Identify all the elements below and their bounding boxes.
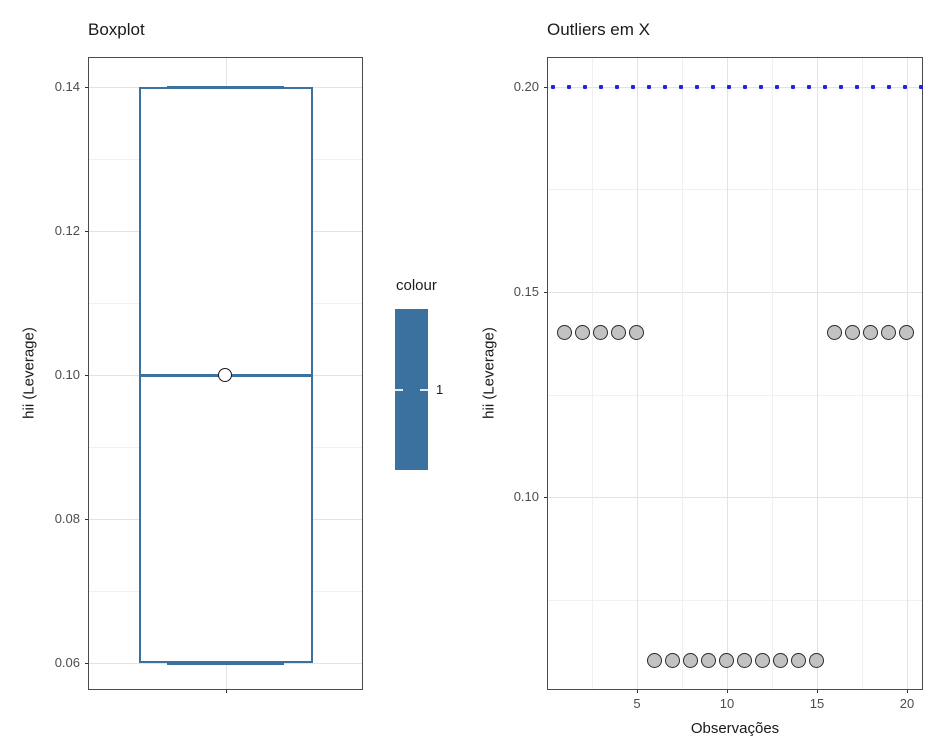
data-point bbox=[665, 653, 680, 668]
y-tick-mark bbox=[85, 519, 88, 520]
boxplot-title: Boxplot bbox=[88, 20, 145, 39]
cutoff-line-dot bbox=[743, 85, 747, 89]
data-point bbox=[647, 653, 662, 668]
data-point bbox=[881, 325, 896, 340]
cutoff-line-dot bbox=[695, 85, 699, 89]
x-minor-gridline bbox=[592, 58, 593, 689]
data-point bbox=[719, 653, 734, 668]
legend-tick-mark-right bbox=[420, 389, 428, 391]
y-minor-gridline bbox=[548, 189, 922, 190]
data-point bbox=[557, 325, 572, 340]
y-major-gridline bbox=[548, 87, 922, 88]
data-point bbox=[863, 325, 878, 340]
x-minor-gridline bbox=[682, 58, 683, 689]
data-point bbox=[755, 653, 770, 668]
y-tick-label: 0.12 bbox=[54, 223, 80, 238]
x-tick-mark bbox=[817, 690, 818, 693]
x-tick-label: 15 bbox=[809, 696, 825, 711]
x-major-gridline bbox=[637, 58, 638, 689]
data-point bbox=[791, 653, 806, 668]
cutoff-line-dot bbox=[903, 85, 907, 89]
cutoff-line-dot bbox=[823, 85, 827, 89]
y-tick-mark bbox=[85, 231, 88, 232]
legend-tick-label: 1 bbox=[436, 382, 444, 397]
scatter-x-axis-title: Observações bbox=[690, 720, 780, 737]
cutoff-line-dot bbox=[919, 85, 923, 89]
x-tick-mark bbox=[637, 690, 638, 693]
x-minor-gridline bbox=[862, 58, 863, 689]
data-point bbox=[737, 653, 752, 668]
x-tick-label: 5 bbox=[633, 696, 641, 711]
cutoff-line-dot bbox=[775, 85, 779, 89]
data-point bbox=[611, 325, 626, 340]
cutoff-line-dot bbox=[887, 85, 891, 89]
y-tick-mark bbox=[85, 375, 88, 376]
scatter-panel bbox=[547, 57, 923, 690]
boxplot-y-axis-title: hii (Leverage) bbox=[20, 327, 38, 419]
data-point bbox=[899, 325, 914, 340]
y-tick-label: 0.14 bbox=[54, 79, 80, 94]
y-tick-label: 0.20 bbox=[513, 79, 539, 94]
cutoff-line-dot bbox=[567, 85, 571, 89]
data-point bbox=[809, 653, 824, 668]
y-tick-label: 0.06 bbox=[54, 655, 80, 670]
y-tick-label: 0.10 bbox=[54, 367, 80, 382]
cutoff-line-dot bbox=[599, 85, 603, 89]
y-tick-mark bbox=[85, 663, 88, 664]
data-point bbox=[773, 653, 788, 668]
y-tick-mark bbox=[544, 497, 547, 498]
y-tick-label: 0.08 bbox=[54, 511, 80, 526]
x-major-gridline bbox=[727, 58, 728, 689]
cutoff-line-dot bbox=[551, 85, 555, 89]
cutoff-line-dot bbox=[759, 85, 763, 89]
data-point bbox=[575, 325, 590, 340]
y-major-gridline bbox=[548, 292, 922, 293]
x-tick-mark bbox=[907, 690, 908, 693]
y-tick-mark bbox=[544, 87, 547, 88]
cutoff-line-dot bbox=[839, 85, 843, 89]
boxplot-panel bbox=[88, 57, 363, 690]
data-point bbox=[683, 653, 698, 668]
cutoff-line-dot bbox=[583, 85, 587, 89]
legend-tick-mark-left bbox=[395, 389, 403, 391]
y-major-gridline bbox=[548, 497, 922, 498]
legend-title: colour bbox=[396, 277, 437, 294]
cutoff-line-dot bbox=[871, 85, 875, 89]
data-point bbox=[593, 325, 608, 340]
y-minor-gridline bbox=[548, 395, 922, 396]
whisker-cap bbox=[167, 662, 284, 665]
x-major-gridline bbox=[907, 58, 908, 689]
y-tick-mark bbox=[85, 87, 88, 88]
cutoff-line-dot bbox=[631, 85, 635, 89]
whisker-cap bbox=[167, 86, 284, 89]
cutoff-line-dot bbox=[727, 85, 731, 89]
x-tick-label: 10 bbox=[719, 696, 735, 711]
cutoff-line-dot bbox=[711, 85, 715, 89]
data-point bbox=[629, 325, 644, 340]
data-point bbox=[845, 325, 860, 340]
legend-colorbar bbox=[395, 309, 428, 470]
cutoff-line-dot bbox=[807, 85, 811, 89]
median-point bbox=[218, 367, 232, 382]
cutoff-line-dot bbox=[615, 85, 619, 89]
cutoff-line-dot bbox=[679, 85, 683, 89]
cutoff-line-dot bbox=[855, 85, 859, 89]
x-minor-gridline bbox=[772, 58, 773, 689]
x-tick-mark bbox=[226, 690, 227, 693]
y-tick-label: 0.10 bbox=[513, 489, 539, 504]
y-minor-gridline bbox=[548, 600, 922, 601]
y-tick-mark bbox=[544, 292, 547, 293]
y-tick-label: 0.15 bbox=[513, 284, 539, 299]
x-tick-mark bbox=[727, 690, 728, 693]
data-point bbox=[827, 325, 842, 340]
scatter-title: Outliers em X bbox=[547, 20, 650, 39]
cutoff-line-dot bbox=[647, 85, 651, 89]
scatter-y-axis-title: hii (Leverage) bbox=[480, 327, 498, 419]
data-point bbox=[701, 653, 716, 668]
cutoff-line-dot bbox=[791, 85, 795, 89]
x-major-gridline bbox=[817, 58, 818, 689]
cutoff-line-dot bbox=[663, 85, 667, 89]
x-tick-label: 20 bbox=[899, 696, 915, 711]
